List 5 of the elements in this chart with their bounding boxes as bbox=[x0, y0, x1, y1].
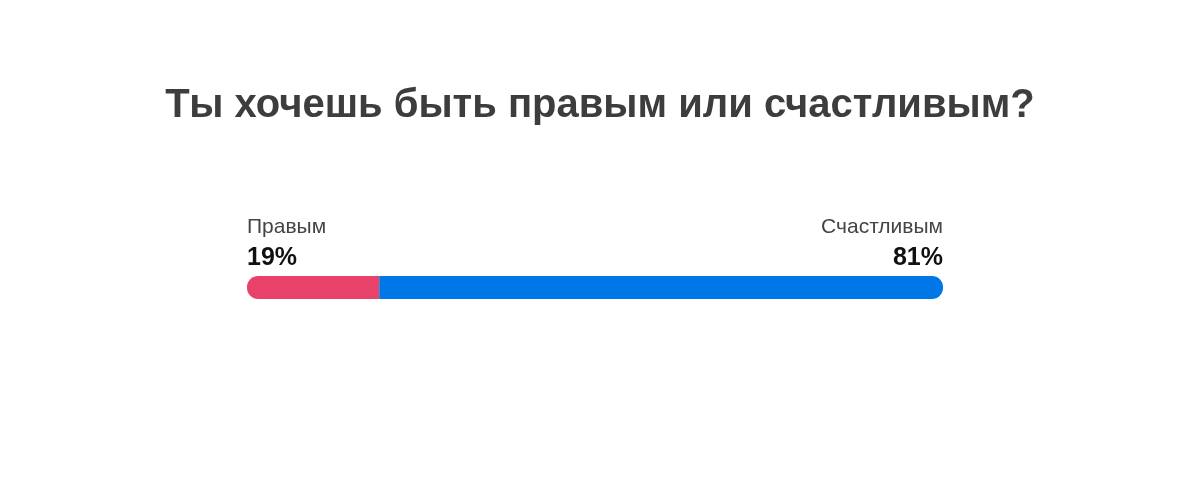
data-label: 81% bbox=[892, 241, 943, 270]
data-label: 19% bbox=[247, 241, 298, 270]
series-label: Счастливым bbox=[821, 214, 943, 237]
chart-title: Ты хочешь быть правым или счастливым? bbox=[165, 81, 1035, 125]
series-label: Правым bbox=[247, 214, 327, 237]
